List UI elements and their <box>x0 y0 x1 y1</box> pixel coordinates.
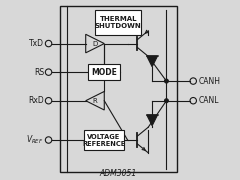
Text: TxD: TxD <box>29 39 44 48</box>
Text: RxD: RxD <box>28 96 44 105</box>
Circle shape <box>165 79 168 83</box>
Text: CANL: CANL <box>198 96 219 105</box>
FancyBboxPatch shape <box>88 64 120 80</box>
Circle shape <box>165 99 168 102</box>
FancyBboxPatch shape <box>95 10 141 35</box>
Polygon shape <box>147 115 157 126</box>
Text: RS: RS <box>34 68 44 77</box>
Text: MODE: MODE <box>91 68 117 77</box>
Text: CANH: CANH <box>198 76 220 86</box>
Polygon shape <box>147 56 157 67</box>
Text: ADM3051: ADM3051 <box>100 168 137 177</box>
Text: R: R <box>93 98 97 104</box>
Text: THERMAL
SHUTDOWN: THERMAL SHUTDOWN <box>95 16 142 29</box>
Text: $V_{REF}$: $V_{REF}$ <box>26 134 44 146</box>
FancyBboxPatch shape <box>84 130 124 150</box>
Text: D: D <box>92 40 98 47</box>
Text: VOLTAGE
REFERENCE: VOLTAGE REFERENCE <box>82 134 126 147</box>
